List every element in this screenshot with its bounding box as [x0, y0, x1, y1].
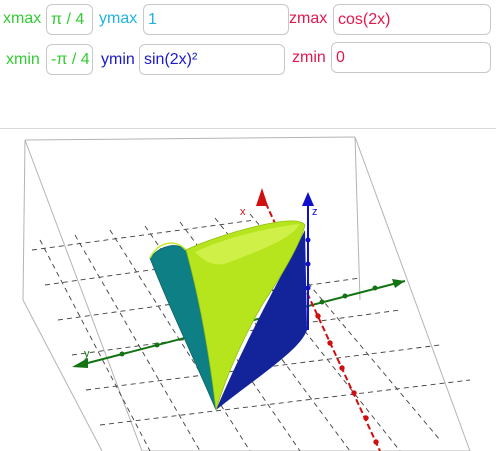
xmax-label: xmax [3, 10, 42, 27]
zmin-input[interactable]: 0 [331, 42, 491, 73]
ymax-input[interactable]: 1 [143, 4, 289, 35]
zmin-label: zmin [292, 49, 326, 66]
z-axis [302, 192, 314, 330]
bounding-box [22, 136, 471, 451]
surface-top-highlight [195, 224, 300, 265]
ymin-input[interactable]: sin(2x)² [139, 44, 285, 75]
xmin-label: xmin [6, 51, 40, 68]
z-axis-label: z [312, 206, 318, 218]
zmax-label: zmax [289, 10, 328, 27]
surface-top [185, 220, 306, 411]
zmax-input[interactable]: cos(2x) [333, 4, 491, 35]
graphics-3d-view[interactable]: y x z [0, 130, 496, 451]
surface-front-face [216, 230, 307, 410]
ymax-label: ymax [99, 10, 138, 27]
xmin-input[interactable]: -π / 4 [46, 44, 93, 75]
x-axis-label: x [240, 206, 246, 218]
panel-divider [0, 128, 496, 129]
y-axis-label: y [84, 348, 90, 360]
surface-top-ridge [149, 242, 187, 259]
xmax-input[interactable]: π / 4 [46, 4, 93, 35]
ymin-label: ymin [101, 51, 135, 68]
